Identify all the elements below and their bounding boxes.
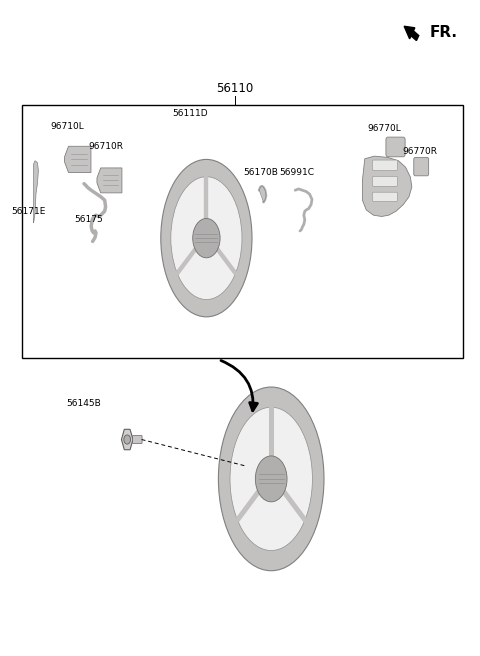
Polygon shape <box>97 168 122 193</box>
Text: 96770R: 96770R <box>403 147 437 156</box>
Text: FR.: FR. <box>430 26 457 40</box>
Ellipse shape <box>192 218 220 258</box>
FancyBboxPatch shape <box>372 176 397 186</box>
Ellipse shape <box>161 159 252 317</box>
Text: 56991C: 56991C <box>279 168 314 177</box>
Polygon shape <box>259 186 266 202</box>
FancyBboxPatch shape <box>386 137 405 157</box>
Bar <box>22 105 463 358</box>
Ellipse shape <box>218 387 324 571</box>
Text: 56110: 56110 <box>216 82 254 95</box>
Circle shape <box>124 435 131 444</box>
Text: 56145B: 56145B <box>67 399 101 408</box>
Text: 56175: 56175 <box>74 215 103 224</box>
Ellipse shape <box>255 456 287 502</box>
Text: 96710L: 96710L <box>50 122 84 131</box>
Text: 56171E: 56171E <box>12 207 46 216</box>
Polygon shape <box>362 156 412 216</box>
Text: 96770L: 96770L <box>367 123 401 133</box>
Polygon shape <box>34 161 38 223</box>
Text: 56111D: 56111D <box>172 109 207 118</box>
Polygon shape <box>121 429 133 450</box>
FancyArrow shape <box>404 26 419 41</box>
FancyBboxPatch shape <box>414 157 429 176</box>
Text: 96710R: 96710R <box>88 142 123 151</box>
FancyBboxPatch shape <box>372 160 397 171</box>
Ellipse shape <box>171 176 242 300</box>
FancyBboxPatch shape <box>132 436 142 443</box>
Polygon shape <box>64 146 91 173</box>
Ellipse shape <box>230 407 312 550</box>
FancyBboxPatch shape <box>372 192 397 201</box>
Text: 56170B: 56170B <box>243 168 278 177</box>
